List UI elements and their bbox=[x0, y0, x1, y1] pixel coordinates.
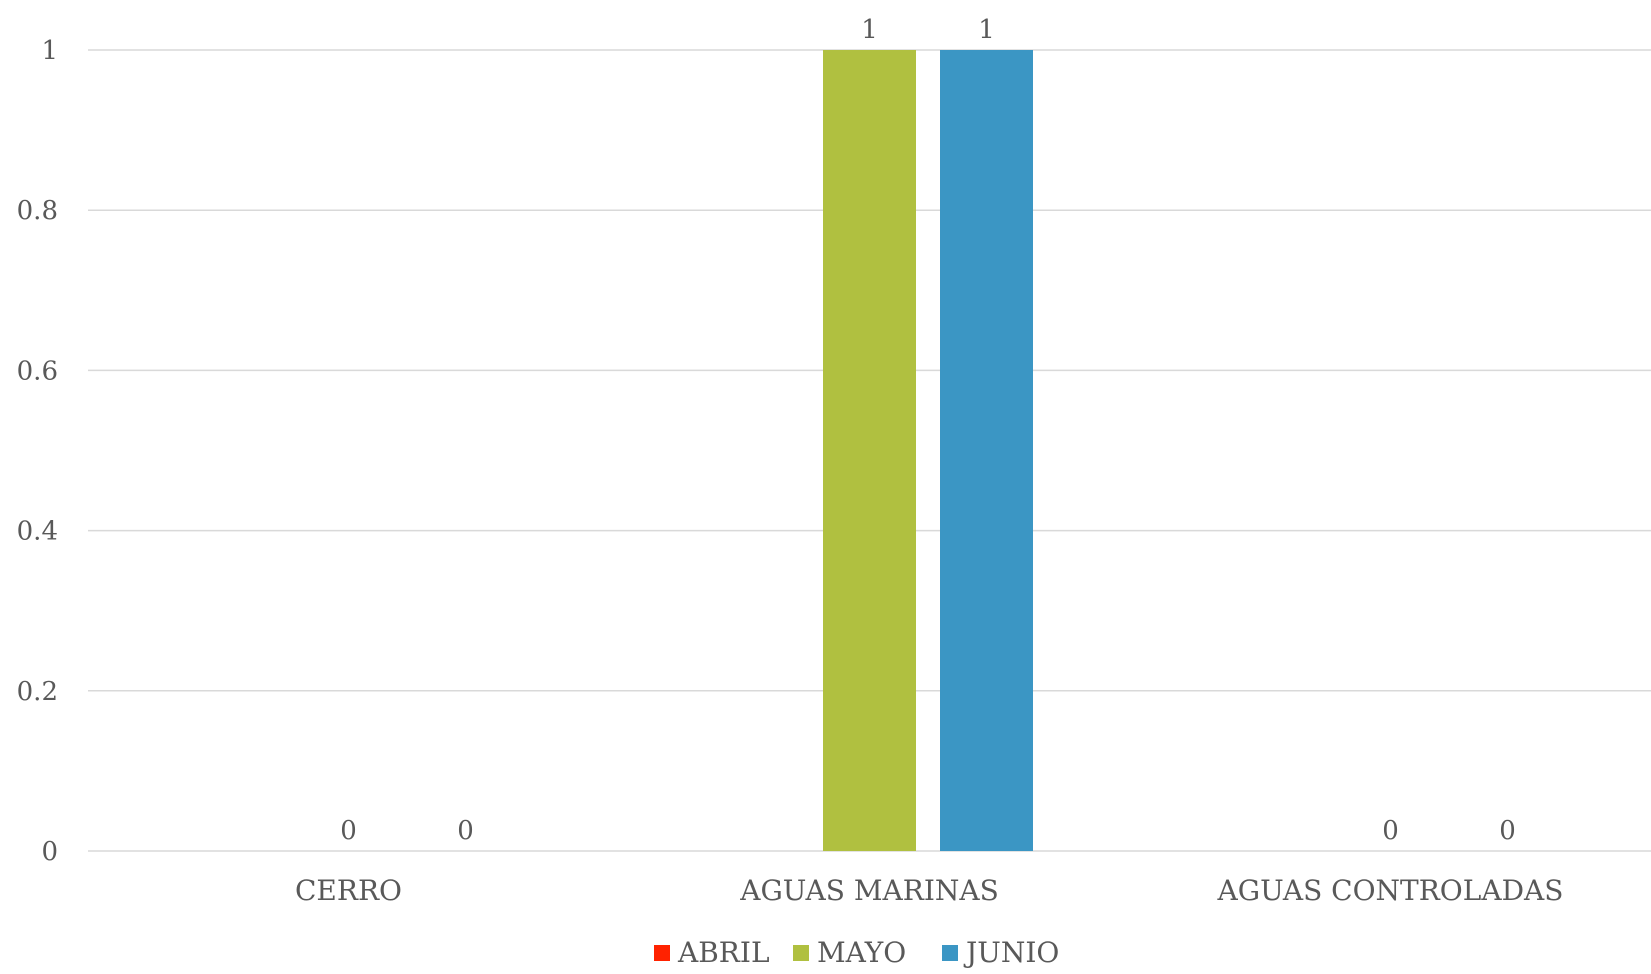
legend-label-abril: ABRIL bbox=[677, 936, 770, 969]
y-tick-label: 0.8 bbox=[17, 196, 58, 226]
legend-label-mayo: MAYO bbox=[817, 936, 906, 969]
x-axis-categories: CERRO AGUAS MARINAS AGUAS CONTROLADAS bbox=[295, 874, 1563, 907]
y-tick-label: 0 bbox=[41, 837, 58, 867]
x-category-label: CERRO bbox=[295, 874, 402, 907]
y-axis-ticks: 0 0.2 0.4 0.6 0.8 1 bbox=[17, 36, 58, 867]
y-tick-label: 0.2 bbox=[17, 677, 58, 707]
y-tick-label: 1 bbox=[41, 36, 58, 66]
data-label: 0 bbox=[457, 816, 474, 846]
legend-swatch-abril bbox=[654, 945, 670, 961]
bars bbox=[823, 50, 1033, 851]
bar-junio bbox=[940, 50, 1033, 851]
legend-label-junio: JUNIO bbox=[963, 936, 1059, 969]
legend-swatch-mayo bbox=[793, 945, 809, 961]
x-category-label: AGUAS CONTROLADAS bbox=[1217, 874, 1564, 907]
x-category-label: AGUAS MARINAS bbox=[739, 874, 999, 907]
y-tick-label: 0.4 bbox=[17, 517, 58, 547]
data-label: 0 bbox=[340, 816, 357, 846]
y-tick-label: 0.6 bbox=[17, 356, 58, 386]
bar-mayo bbox=[823, 50, 916, 851]
data-label: 0 bbox=[1382, 816, 1399, 846]
legend-swatch-junio bbox=[942, 945, 958, 961]
data-label: 0 bbox=[1499, 816, 1516, 846]
legend: ABRIL MAYO JUNIO bbox=[654, 936, 1059, 969]
data-label: 1 bbox=[861, 15, 878, 45]
data-labels: 0 0 1 1 0 0 bbox=[340, 15, 1516, 846]
data-label: 1 bbox=[978, 15, 995, 45]
